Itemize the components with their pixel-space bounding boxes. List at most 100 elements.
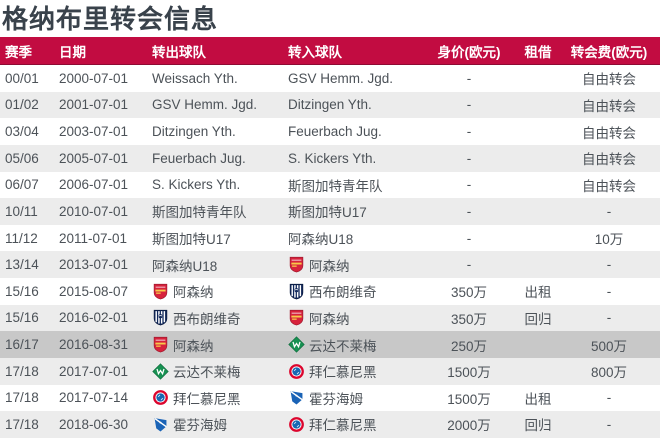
out-club-cell: 云达不莱梅 [152, 361, 288, 381]
out-club-cell: Feuerbach Jug. [152, 151, 288, 166]
date-cell: 2017-07-14 [59, 390, 129, 406]
loan-status-cell: 回归 [524, 418, 552, 434]
out-club-cell-label: Ditzingen Yth. [152, 124, 236, 140]
season-cell: 11/12 [5, 230, 38, 246]
date-cell: 2016-02-01 [59, 310, 129, 326]
transfer-fee-cell: 800万 [590, 365, 628, 381]
out-club-cell-label: 阿森纳 [173, 338, 214, 354]
hoffenheim-crest-icon [288, 389, 305, 406]
market-value-cell: 350万 [450, 311, 488, 327]
season-cell: 05/06 [5, 150, 39, 166]
in-club-cell: Feuerbach Jug. [288, 124, 420, 139]
table-row[interactable]: 17/18 2018-06-30 霍芬海姆 拜仁慕尼黑 2000万 回归 - [0, 411, 660, 438]
transfer-fee-cell: - [606, 416, 612, 432]
out-club-cell: 斯图加特U17 [152, 228, 288, 248]
date-cell: 2013-07-01 [59, 257, 129, 273]
table-row[interactable]: 17/18 2017-07-01 云达不莱梅 拜仁慕尼黑 1500万 800万 [0, 357, 660, 385]
in-club-cell: 斯图加特U17 [288, 201, 420, 221]
transfer-fee-cell: - [606, 257, 612, 273]
date-cell: 2015-08-07 [59, 283, 129, 299]
transfer-fee-cell: 自由转会 [582, 125, 636, 141]
date-cell: 2011-07-01 [59, 230, 128, 246]
out-club-cell: 霍芬海姆 [152, 414, 288, 434]
market-value-cell: - [466, 230, 472, 246]
table-row[interactable]: 16/17 2016-08-31 阿森纳 云达不莱梅 250万 500万 [0, 331, 660, 358]
bayern-crest-icon [288, 416, 305, 433]
in-club-cell-label: 西布朗维奇 [309, 285, 377, 301]
column-header-in: 转入球队 [288, 44, 342, 60]
out-club-cell: 拜仁慕尼黑 [152, 388, 288, 408]
transfer-fee-cell: 自由转会 [582, 152, 636, 168]
arsenal-crest-icon [288, 309, 305, 326]
season-cell: 06/07 [5, 177, 39, 193]
in-club-cell: 云达不莱梅 [288, 335, 420, 355]
out-club-cell: 阿森纳 [152, 335, 288, 355]
date-cell: 2000-07-01 [59, 70, 129, 86]
transfer-table-header: 赛季 日期 转出球队 转入球队 身价(欧元) 租借 转会费(欧元) [0, 37, 660, 65]
in-club-cell-label: 拜仁慕尼黑 [309, 418, 377, 434]
column-header-value: 身价(欧元) [437, 44, 501, 60]
market-value-cell: - [466, 150, 472, 166]
out-club-cell-label: GSV Hemm. Jgd. [152, 97, 258, 113]
in-club-cell-label: 霍芬海姆 [309, 391, 363, 407]
loan-status-cell: 回归 [524, 311, 552, 327]
in-club-cell-label: GSV Hemm. Jgd. [288, 70, 394, 86]
in-club-cell-label: S. Kickers Yth. [288, 150, 377, 166]
out-club-cell-label: 西布朗维奇 [173, 311, 241, 327]
transfer-table-body: 00/01 2000-07-01 Weissach Yth. GSV Hemm. Jg… [0, 65, 660, 438]
table-row[interactable]: 03/04 2003-07-01 Ditzingen Yth. Feuerbach J… [0, 118, 660, 145]
in-club-cell-label: Ditzingen Yth. [288, 97, 372, 113]
date-cell: 2010-07-01 [59, 203, 129, 219]
bayern-crest-icon [288, 363, 305, 380]
table-row[interactable]: 00/01 2000-07-01 Weissach Yth. GSV Hemm. Jg… [0, 65, 660, 92]
in-club-cell: 阿森纳 [288, 308, 420, 328]
out-club-cell-label: 斯图加特青年队 [152, 205, 247, 221]
table-row[interactable]: 11/12 2011-07-01 斯图加特U17 阿森纳U18 - 10万 [0, 224, 660, 252]
season-cell: 16/17 [5, 337, 39, 353]
market-value-cell: 250万 [450, 338, 488, 354]
market-value-cell: - [466, 70, 472, 86]
in-club-cell: 西布朗维奇 [288, 281, 420, 301]
in-club-cell-label: 斯图加特U17 [288, 205, 367, 221]
out-club-cell-label: 阿森纳U18 [152, 258, 218, 274]
arsenal-crest-icon [288, 256, 305, 273]
werder-bremen-crest-icon [288, 336, 305, 353]
market-value-cell: 350万 [450, 285, 488, 301]
column-header-loan: 租借 [524, 44, 552, 60]
season-cell: 13/14 [5, 257, 39, 273]
season-cell: 15/16 [5, 310, 39, 326]
in-club-cell-label: 云达不莱梅 [309, 338, 377, 354]
out-club-cell-label: 拜仁慕尼黑 [173, 391, 241, 407]
transfer-fee-cell: 500万 [590, 338, 628, 354]
in-club-cell: 阿森纳U18 [288, 228, 420, 248]
season-cell: 17/18 [5, 363, 39, 379]
date-cell: 2006-07-01 [59, 177, 129, 193]
date-cell: 2018-06-30 [59, 416, 129, 432]
in-club-cell: Ditzingen Yth. [288, 97, 420, 112]
table-row[interactable]: 13/14 2013-07-01 阿森纳U18 阿森纳 - - [0, 251, 660, 278]
arsenal-crest-icon [152, 336, 169, 353]
table-row[interactable]: 01/02 2001-07-01 GSV Hemm. Jgd. Ditzingen Y… [0, 91, 660, 119]
table-row[interactable]: 06/07 2006-07-01 S. Kickers Yth. 斯图加特青年队 - 自由… [0, 171, 660, 199]
in-club-cell-label: 拜仁慕尼黑 [309, 365, 377, 381]
out-club-cell-label: Feuerbach Jug. [152, 150, 246, 166]
market-value-cell: - [466, 124, 472, 140]
transfer-fee-cell: 自由转会 [582, 178, 636, 194]
transfer-fee-cell: - [606, 390, 612, 406]
out-club-cell-label: Weissach Yth. [152, 70, 238, 86]
out-club-cell: S. Kickers Yth. [152, 177, 288, 192]
west-brom-crest-icon [152, 309, 169, 326]
out-club-cell: 阿森纳 [152, 281, 288, 301]
in-club-cell: S. Kickers Yth. [288, 151, 420, 166]
bayern-crest-icon [152, 389, 169, 406]
transfer-fee-cell: 自由转会 [582, 98, 636, 114]
table-row[interactable]: 17/18 2017-07-14 拜仁慕尼黑 霍芬海姆 1500万 出租 - [0, 384, 660, 412]
season-cell: 17/18 [5, 390, 39, 406]
out-club-cell: GSV Hemm. Jgd. [152, 97, 288, 112]
date-cell: 2001-07-01 [59, 97, 129, 113]
out-club-cell: Weissach Yth. [152, 71, 288, 86]
table-row[interactable]: 15/16 2015-08-07 阿森纳 西布朗维奇 350万 出租 - [0, 278, 660, 305]
table-row[interactable]: 15/16 2016-02-01 西布朗维奇 阿森纳 350万 回归 - [0, 304, 660, 332]
table-row[interactable]: 10/11 2010-07-01 斯图加特青年队 斯图加特U17 - - [0, 198, 660, 225]
table-row[interactable]: 05/06 2005-07-01 Feuerbach Jug. S. Kickers … [0, 144, 660, 172]
